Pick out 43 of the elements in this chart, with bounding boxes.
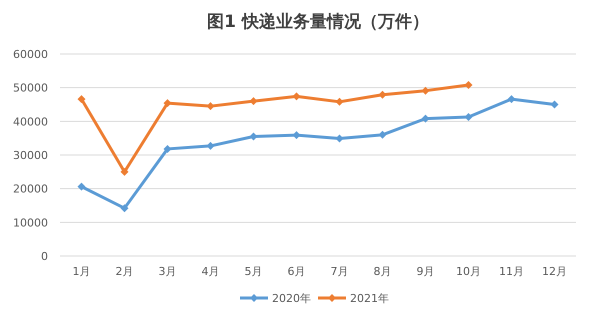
y-tick-label: 0 xyxy=(41,250,48,263)
point xyxy=(164,99,172,108)
point xyxy=(292,92,300,100)
point xyxy=(120,168,128,176)
y-tick-label: 60000 xyxy=(13,48,48,61)
point xyxy=(464,112,472,121)
chart-title: 图1 快递业务量情况（万件） xyxy=(207,12,429,32)
point xyxy=(206,142,214,150)
point xyxy=(508,95,516,104)
x-tick-label: 9月 xyxy=(416,265,434,278)
point xyxy=(164,144,172,153)
point xyxy=(250,97,258,106)
x-tick-label: 11月 xyxy=(499,265,524,278)
legend-label: 2020年 xyxy=(272,292,311,305)
point xyxy=(292,131,300,140)
point xyxy=(250,132,258,140)
x-tick-label: 1月 xyxy=(72,265,90,278)
point xyxy=(550,100,558,108)
x-tick-label: 5月 xyxy=(244,265,262,278)
point xyxy=(378,130,386,139)
x-tick-label: 3月 xyxy=(158,265,176,278)
x-tick-label: 7月 xyxy=(330,265,348,278)
point xyxy=(378,90,386,99)
point xyxy=(336,98,344,106)
point xyxy=(422,86,430,95)
point xyxy=(336,134,344,143)
point xyxy=(464,80,472,89)
point xyxy=(78,182,86,191)
point xyxy=(78,95,86,104)
y-tick-label: 20000 xyxy=(13,182,48,196)
x-tick-label: 8月 xyxy=(374,265,392,278)
x-tick-label: 2月 xyxy=(116,265,134,278)
x-tick-label: 4月 xyxy=(202,265,220,278)
point xyxy=(120,204,128,212)
y-tick-label: 50000 xyxy=(13,82,48,95)
x-tick-label: 6月 xyxy=(288,265,306,278)
legend-label: 2021年 xyxy=(350,292,389,305)
x-tick-label: 12月 xyxy=(542,265,567,278)
point xyxy=(206,102,214,110)
y-tick-label: 10000 xyxy=(13,216,48,230)
x-tick-label: 10月 xyxy=(456,265,481,278)
y-tick-label: 40000 xyxy=(13,115,48,128)
y-tick-label: 30000 xyxy=(13,149,48,162)
